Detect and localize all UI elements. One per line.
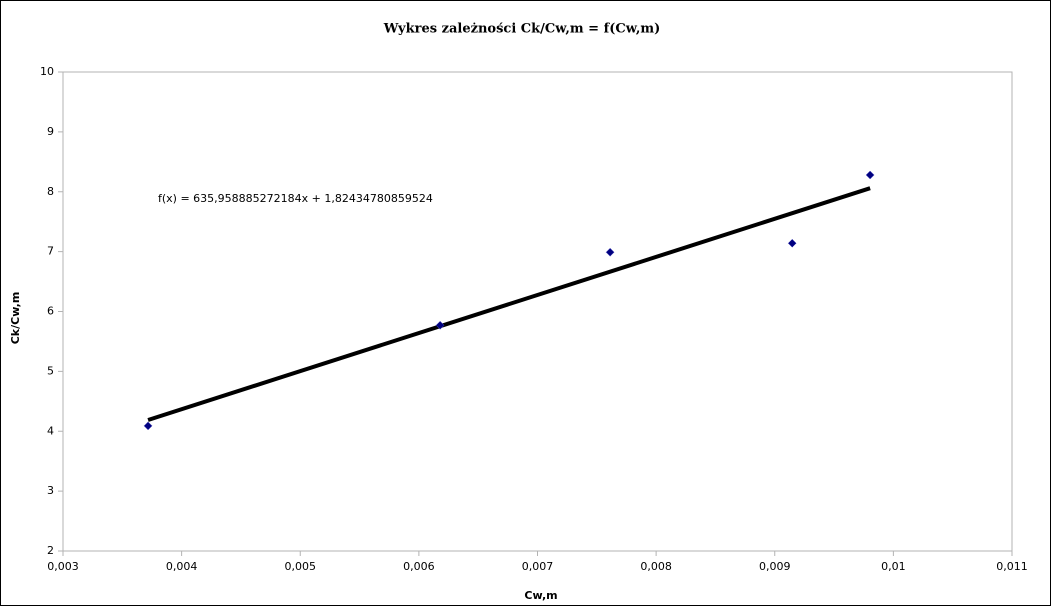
y-tick-label: 9 xyxy=(47,125,54,138)
data-point xyxy=(865,170,875,180)
y-tick-label: 5 xyxy=(47,364,54,377)
x-tick-label: 0,009 xyxy=(759,560,791,573)
y-tick-label: 3 xyxy=(47,484,54,497)
data-point xyxy=(143,421,153,431)
y-tick-label: 10 xyxy=(40,65,54,78)
trendline xyxy=(147,186,871,422)
y-tick-label: 7 xyxy=(47,245,54,258)
x-tick-label: 0,004 xyxy=(166,560,198,573)
x-axis-label: Cw,m xyxy=(524,589,557,602)
chart-title: Wykres zależności Ck/Cw,m = f(Cw,m) xyxy=(383,22,661,37)
data-point xyxy=(435,320,445,330)
trendline-equation: f(x) = 635,958885272184x + 1,82434780859… xyxy=(158,192,433,205)
x-tick-label: 0,011 xyxy=(996,560,1028,573)
x-tick-label: 0,005 xyxy=(285,560,317,573)
x-tick-label: 0,003 xyxy=(47,560,79,573)
y-tick-label: 6 xyxy=(47,305,54,318)
data-point xyxy=(605,247,615,257)
y-tick-label: 4 xyxy=(47,424,54,437)
y-axis-label: Ck/Cw,m xyxy=(9,292,22,345)
x-tick-label: 0,01 xyxy=(881,560,906,573)
data-point xyxy=(787,238,797,248)
x-tick-label: 0,006 xyxy=(403,560,435,573)
y-tick-label: 2 xyxy=(47,544,54,557)
x-tick-label: 0,007 xyxy=(522,560,554,573)
x-tick-label: 0,008 xyxy=(640,560,672,573)
y-tick-label: 8 xyxy=(47,185,54,198)
